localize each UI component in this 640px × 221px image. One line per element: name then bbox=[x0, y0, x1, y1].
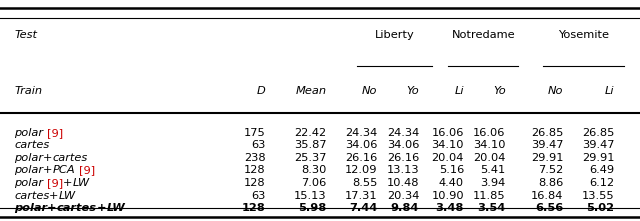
Text: 10.90: 10.90 bbox=[431, 191, 464, 201]
Text: 20.04: 20.04 bbox=[431, 153, 464, 163]
Text: +: + bbox=[63, 178, 72, 188]
Text: 20.04: 20.04 bbox=[473, 153, 506, 163]
Text: 9.84: 9.84 bbox=[391, 203, 419, 213]
Text: No: No bbox=[548, 86, 563, 96]
Text: Yosemite: Yosemite bbox=[558, 30, 609, 40]
Text: polar: polar bbox=[14, 153, 43, 163]
Text: 16.84: 16.84 bbox=[531, 191, 563, 201]
Text: Yo: Yo bbox=[406, 86, 419, 96]
Text: 16.06: 16.06 bbox=[473, 128, 506, 138]
Text: 63: 63 bbox=[252, 140, 266, 150]
Text: +: + bbox=[43, 165, 52, 175]
Text: 3.94: 3.94 bbox=[481, 178, 506, 188]
Text: 5.16: 5.16 bbox=[439, 165, 464, 175]
Text: 6.49: 6.49 bbox=[589, 165, 614, 175]
Text: 63: 63 bbox=[252, 191, 266, 201]
Text: 26.85: 26.85 bbox=[582, 128, 614, 138]
Text: 22.42: 22.42 bbox=[294, 128, 326, 138]
Text: 16.06: 16.06 bbox=[431, 128, 464, 138]
Text: D: D bbox=[257, 86, 266, 96]
Text: 24.34: 24.34 bbox=[387, 128, 419, 138]
Text: Mean: Mean bbox=[295, 86, 326, 96]
Text: +: + bbox=[47, 203, 57, 213]
Text: 8.55: 8.55 bbox=[352, 178, 378, 188]
Text: LW: LW bbox=[59, 191, 76, 201]
Text: Liberty: Liberty bbox=[374, 30, 415, 40]
Text: polar: polar bbox=[14, 178, 43, 188]
Text: cartes: cartes bbox=[52, 153, 88, 163]
Text: 8.86: 8.86 bbox=[538, 178, 563, 188]
Text: 128: 128 bbox=[244, 178, 266, 188]
Text: 5.41: 5.41 bbox=[481, 165, 506, 175]
Text: 6.12: 6.12 bbox=[589, 178, 614, 188]
Text: 3.54: 3.54 bbox=[477, 203, 506, 213]
Text: cartes: cartes bbox=[14, 140, 49, 150]
Text: Train: Train bbox=[14, 86, 42, 96]
Text: 7.52: 7.52 bbox=[538, 165, 563, 175]
Text: LW: LW bbox=[106, 203, 125, 213]
Text: 5.02: 5.02 bbox=[586, 203, 614, 213]
Text: Test: Test bbox=[14, 30, 37, 40]
Text: 7.44: 7.44 bbox=[349, 203, 378, 213]
Text: 39.47: 39.47 bbox=[531, 140, 563, 150]
Text: Notredame: Notredame bbox=[451, 30, 515, 40]
Text: +: + bbox=[43, 153, 52, 163]
Text: 34.10: 34.10 bbox=[431, 140, 464, 150]
Text: 175: 175 bbox=[244, 128, 266, 138]
Text: 128: 128 bbox=[244, 165, 266, 175]
Text: 29.91: 29.91 bbox=[582, 153, 614, 163]
Text: No: No bbox=[362, 86, 378, 96]
Text: 17.31: 17.31 bbox=[345, 191, 378, 201]
Text: 39.47: 39.47 bbox=[582, 140, 614, 150]
Text: polar: polar bbox=[14, 203, 47, 213]
Text: 13.55: 13.55 bbox=[582, 191, 614, 201]
Text: 26.16: 26.16 bbox=[346, 153, 378, 163]
Text: Li: Li bbox=[454, 86, 464, 96]
Text: 26.16: 26.16 bbox=[387, 153, 419, 163]
Text: 29.91: 29.91 bbox=[531, 153, 563, 163]
Text: Li: Li bbox=[605, 86, 614, 96]
Text: 25.37: 25.37 bbox=[294, 153, 326, 163]
Text: 5.98: 5.98 bbox=[298, 203, 326, 213]
Text: 6.56: 6.56 bbox=[535, 203, 563, 213]
Text: 13.13: 13.13 bbox=[387, 165, 419, 175]
Text: cartes: cartes bbox=[57, 203, 97, 213]
Text: 4.40: 4.40 bbox=[439, 178, 464, 188]
Text: 12.09: 12.09 bbox=[345, 165, 378, 175]
Text: +: + bbox=[49, 191, 59, 201]
Text: 11.85: 11.85 bbox=[473, 191, 506, 201]
Text: 34.06: 34.06 bbox=[345, 140, 378, 150]
Text: 3.48: 3.48 bbox=[436, 203, 464, 213]
Text: polar: polar bbox=[14, 165, 43, 175]
Text: 34.06: 34.06 bbox=[387, 140, 419, 150]
Text: 24.34: 24.34 bbox=[346, 128, 378, 138]
Text: 238: 238 bbox=[244, 153, 266, 163]
Text: 26.85: 26.85 bbox=[531, 128, 563, 138]
Text: polar: polar bbox=[14, 128, 43, 138]
Text: 7.06: 7.06 bbox=[301, 178, 326, 188]
Text: [9]: [9] bbox=[79, 165, 95, 175]
Text: 20.34: 20.34 bbox=[387, 191, 419, 201]
Text: Yo: Yo bbox=[493, 86, 506, 96]
Text: 34.10: 34.10 bbox=[473, 140, 506, 150]
Text: 15.13: 15.13 bbox=[294, 191, 326, 201]
Text: 35.87: 35.87 bbox=[294, 140, 326, 150]
Text: 128: 128 bbox=[242, 203, 266, 213]
Text: 8.30: 8.30 bbox=[301, 165, 326, 175]
Text: cartes: cartes bbox=[14, 191, 49, 201]
Text: [9]: [9] bbox=[47, 128, 63, 138]
Text: LW: LW bbox=[72, 178, 90, 188]
Text: 10.48: 10.48 bbox=[387, 178, 419, 188]
Text: +: + bbox=[97, 203, 106, 213]
Text: PCA: PCA bbox=[52, 165, 75, 175]
Text: [9]: [9] bbox=[47, 178, 63, 188]
